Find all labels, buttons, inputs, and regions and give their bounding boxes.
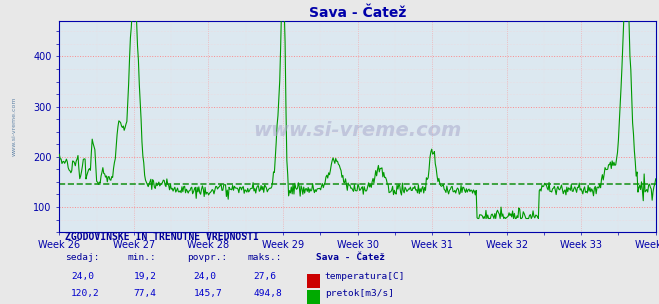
Text: 27,6: 27,6 xyxy=(253,271,276,281)
Text: povpr.:: povpr.: xyxy=(188,253,228,262)
Text: temperatura[C]: temperatura[C] xyxy=(325,271,405,281)
Text: 145,7: 145,7 xyxy=(194,289,222,298)
Text: 77,4: 77,4 xyxy=(134,289,157,298)
Bar xyxy=(307,290,320,304)
Text: 24,0: 24,0 xyxy=(194,271,217,281)
Bar xyxy=(307,274,320,288)
Text: www.si-vreme.com: www.si-vreme.com xyxy=(12,97,17,157)
Text: 494,8: 494,8 xyxy=(253,289,282,298)
Text: Sava - Čatež: Sava - Čatež xyxy=(316,253,385,262)
Text: ZGODOVINSKE IN TRENUTNE VREDNOSTI: ZGODOVINSKE IN TRENUTNE VREDNOSTI xyxy=(65,232,259,242)
Text: maks.:: maks.: xyxy=(247,253,281,262)
Text: sedaj:: sedaj: xyxy=(65,253,100,262)
Text: min.:: min.: xyxy=(128,253,157,262)
Text: pretok[m3/s]: pretok[m3/s] xyxy=(325,289,393,298)
Text: 120,2: 120,2 xyxy=(71,289,100,298)
Title: Sava - Čatež: Sava - Čatež xyxy=(309,6,406,20)
Text: 19,2: 19,2 xyxy=(134,271,157,281)
Text: www.si-vreme.com: www.si-vreme.com xyxy=(253,121,462,140)
Text: 24,0: 24,0 xyxy=(71,271,94,281)
